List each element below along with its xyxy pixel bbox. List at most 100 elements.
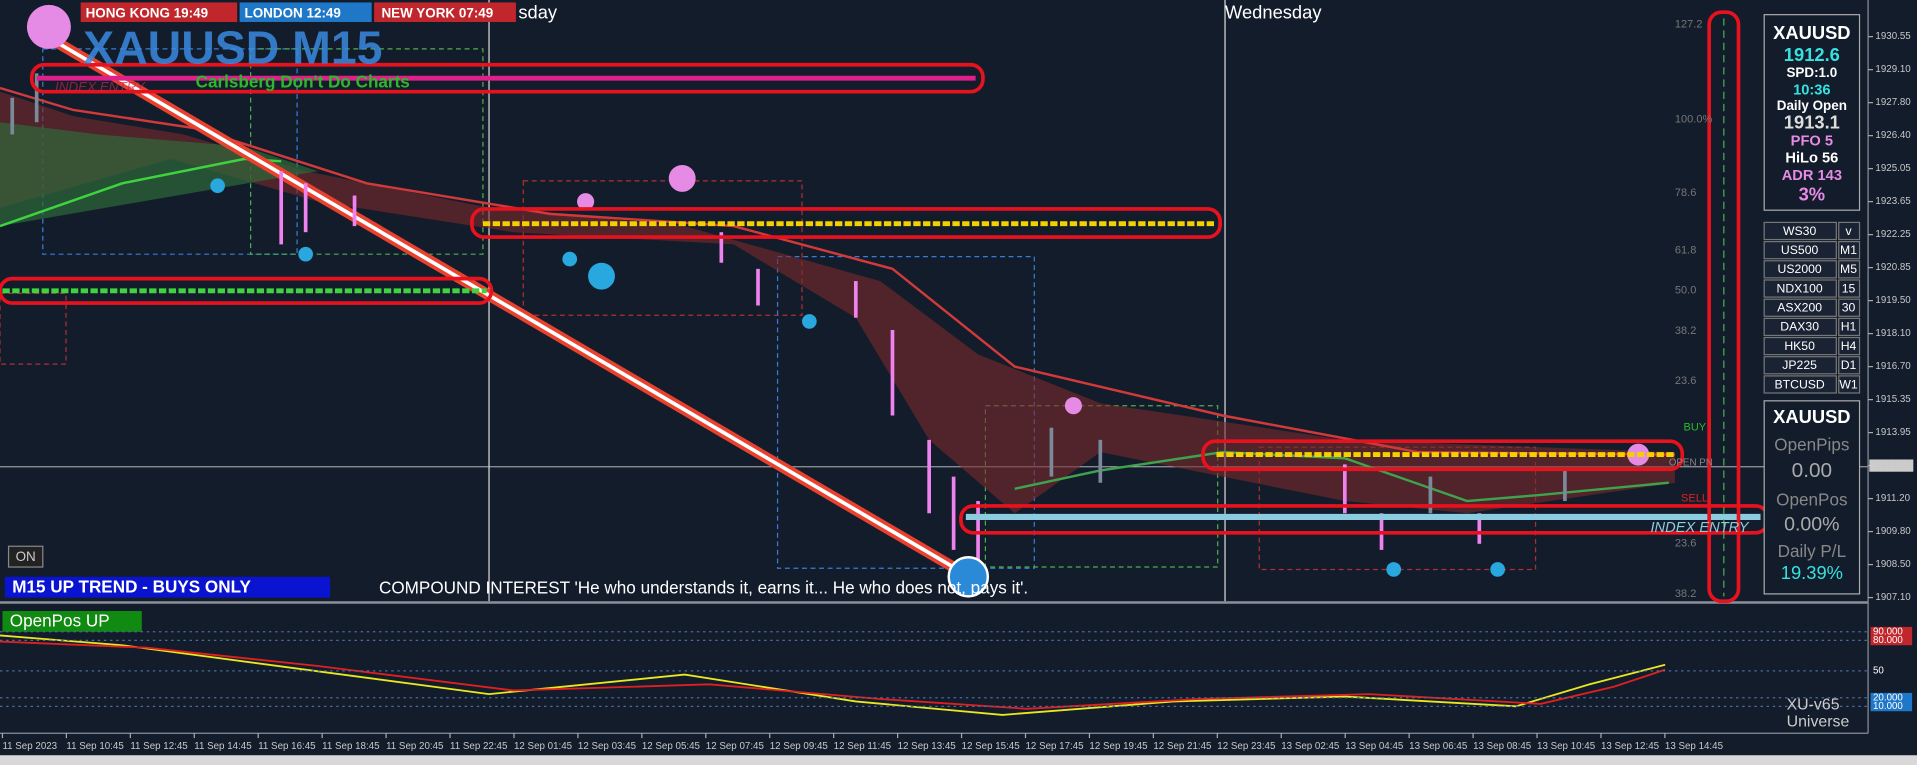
time-label: 12 Sep 23:45 — [1217, 741, 1276, 752]
symbol-button[interactable] — [1763, 336, 1837, 356]
timeframe-button[interactable] — [1838, 336, 1861, 356]
timeframe-button[interactable] — [1838, 375, 1861, 394]
symbol-button[interactable] — [1763, 317, 1837, 337]
level-bg — [1870, 701, 1913, 712]
time-label: 11 Sep 10:45 — [66, 741, 124, 752]
timeframe-button[interactable] — [1838, 298, 1861, 317]
time-label: 12 Sep 15:45 — [962, 741, 1021, 752]
time-label: 12 Sep 21:45 — [1153, 741, 1212, 752]
time-label: 12 Sep 17:45 — [1025, 741, 1084, 752]
price-label: 1911.20 — [1875, 493, 1910, 504]
clock: LONDON 12:49 — [245, 5, 341, 20]
time-label: 13 Sep 10:45 — [1537, 741, 1596, 752]
price-label: 1912.56 — [1875, 460, 1910, 471]
on-button[interactable] — [7, 545, 44, 568]
timeframe: D1 — [1841, 358, 1857, 372]
symbol-button[interactable] — [1763, 240, 1837, 260]
level-bg — [1870, 692, 1913, 703]
fib-label: 38.2 — [1675, 325, 1696, 337]
info-symbol: XAUUSD — [1773, 22, 1850, 43]
symbol-button[interactable] — [1763, 260, 1837, 279]
price-label: 1909.80 — [1875, 526, 1911, 537]
pos-pos: 0.00% — [1784, 514, 1839, 536]
symbol: US2000 — [1778, 262, 1822, 276]
day-label: sday — [518, 1, 558, 22]
indicator-badge — [2, 611, 142, 632]
symbol-button[interactable] — [1763, 221, 1837, 241]
zone-label: SELL — [1681, 493, 1708, 505]
pos-pos_label: OpenPos — [1776, 491, 1847, 510]
symbol: BTCUSD — [1775, 377, 1825, 391]
clock-city: HONG KONG — [86, 5, 170, 20]
quote: COMPOUND INTEREST 'He who understands it… — [379, 579, 1028, 598]
clock: HONG KONG 19:49 — [86, 5, 208, 20]
highlight-ellipses — [0, 10, 1770, 604]
time-label: 12 Sep 13:45 — [898, 741, 957, 752]
symbol: US500 — [1781, 243, 1819, 257]
price-label: 1915.35 — [1875, 394, 1911, 405]
timeframe-button[interactable] — [1838, 356, 1861, 375]
indicator-name: XU-v65 — [1787, 696, 1840, 713]
trend-banner — [4, 576, 331, 598]
indicator-level-label: 90.000 — [1873, 626, 1903, 637]
on-button-label: ON — [16, 549, 36, 564]
markers — [26, 4, 1650, 598]
timeframe-button[interactable] — [1838, 260, 1861, 279]
clock-time: 07:49 — [459, 5, 493, 20]
time-label: 12 Sep 09:45 — [770, 741, 829, 752]
clock-bg — [239, 2, 372, 22]
clock-time: 19:49 — [174, 5, 208, 20]
timeframe: M1 — [1840, 243, 1857, 257]
timeframe-button[interactable] — [1838, 240, 1861, 260]
fib-label: 38.2 — [1675, 588, 1696, 600]
fib-label: 78.6 — [1675, 187, 1696, 199]
clock-bg — [374, 2, 516, 22]
time-label: 13 Sep 12:45 — [1601, 741, 1660, 752]
symbol: DAX30 — [1780, 320, 1819, 334]
timeframe-button[interactable] — [1838, 221, 1861, 241]
price-label: 1908.50 — [1875, 559, 1911, 570]
info-panel — [1763, 14, 1861, 211]
indicator-line — [0, 640, 1666, 710]
time-label: 12 Sep 01:45 — [514, 741, 573, 752]
symbol-button[interactable] — [1763, 375, 1837, 394]
timeframe: M5 — [1840, 262, 1857, 276]
symbol: ASX200 — [1777, 301, 1822, 315]
symbol-button[interactable] — [1763, 298, 1837, 317]
info-daily_open: 1913.1 — [1784, 111, 1840, 132]
zone-label: BUY — [1683, 422, 1706, 434]
time-label: 11 Sep 18:45 — [322, 741, 380, 752]
fib-label: 23.6 — [1675, 538, 1696, 550]
indicator-level-label: 20.000 — [1873, 692, 1903, 703]
pos-symbol: XAUUSD — [1773, 406, 1850, 427]
time-label: 11 Sep 14:45 — [194, 741, 252, 752]
symbol-button[interactable] — [1763, 279, 1837, 298]
timeframe-button[interactable] — [1838, 279, 1861, 298]
time-label: 12 Sep 19:45 — [1089, 741, 1148, 752]
timeframe-button[interactable] — [1838, 317, 1861, 337]
price-label: 1925.05 — [1875, 163, 1911, 174]
price-label: 1920.85 — [1875, 262, 1911, 273]
price-label: 1923.65 — [1875, 196, 1911, 207]
fib-label: 23.6 — [1675, 375, 1696, 387]
price-label: 1919.50 — [1875, 295, 1911, 306]
price-label: 1927.80 — [1875, 97, 1911, 108]
pos-panel — [1763, 400, 1861, 595]
fib-label: 100.0% — [1675, 114, 1713, 126]
fib-label: 61.8 — [1675, 244, 1696, 256]
time-label: 13 Sep 14:45 — [1665, 741, 1724, 752]
price-label: 1929.10 — [1875, 64, 1911, 75]
price-highlight — [1869, 459, 1914, 472]
time-label: 12 Sep 05:45 — [642, 741, 701, 752]
info-adr: ADR 143 — [1782, 168, 1842, 184]
price-label: 1916.70 — [1875, 361, 1911, 372]
pos-pips_label: OpenPips — [1774, 436, 1849, 455]
time-label: 13 Sep 06:45 — [1409, 741, 1468, 752]
timeframe: 30 — [1842, 301, 1856, 315]
symbol-button[interactable] — [1763, 356, 1837, 375]
index-entry-faint: INDEX ENTRY — [55, 80, 146, 95]
pos-pl_label: Daily P/L — [1778, 542, 1846, 561]
level-bg — [1870, 626, 1913, 637]
timeframe: H4 — [1841, 339, 1857, 353]
